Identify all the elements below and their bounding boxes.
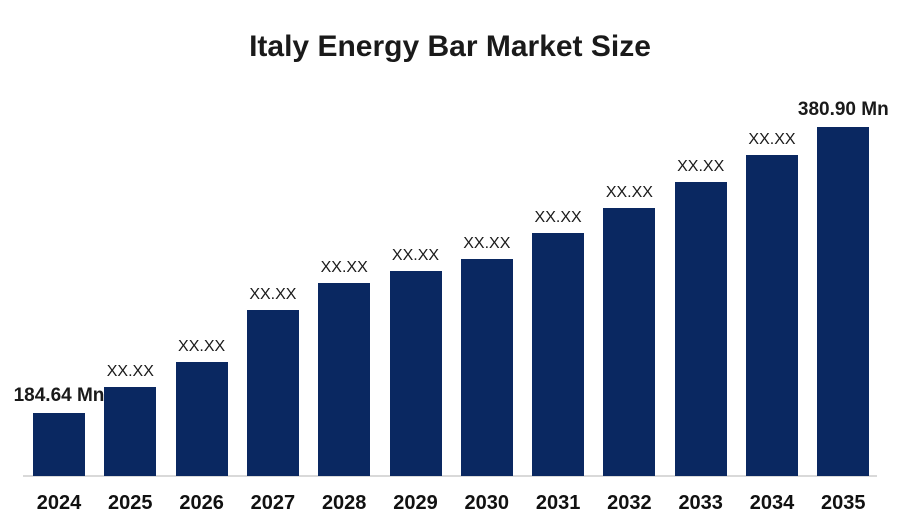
x-axis-label-2031: 2031 xyxy=(535,492,581,514)
x-axis-label-2024: 2024 xyxy=(36,492,82,514)
bar-group-2033: XX.XX xyxy=(674,158,727,476)
bar-value-label-2024: 184.64 Mn xyxy=(13,385,105,406)
bar-value-label-2033: XX.XX xyxy=(677,158,725,175)
x-axis-line xyxy=(23,475,877,477)
bar-group-2027: XX.XX xyxy=(246,286,299,476)
bar-2031 xyxy=(532,233,585,476)
bar-value-label-2034: XX.XX xyxy=(748,131,796,148)
bar-group-2031: XX.XX xyxy=(532,209,585,476)
bar-value-label-2035: 380.90 Mn xyxy=(797,99,889,120)
bar-group-2034: XX.XX xyxy=(746,131,798,476)
x-axis-label-2028: 2028 xyxy=(321,492,367,514)
bar-2025 xyxy=(104,387,157,476)
x-axis-label-2034: 2034 xyxy=(749,492,795,514)
bar-value-label-2026: XX.XX xyxy=(178,338,226,355)
x-axis-label-2033: 2033 xyxy=(678,492,723,514)
bar-2029 xyxy=(389,271,442,476)
bar-group-2029: XX.XX xyxy=(389,247,442,476)
bar-group-2030: XX.XX xyxy=(460,235,513,476)
bar-2035 xyxy=(817,127,870,476)
x-axis-label-2025: 2025 xyxy=(108,492,153,514)
bar-2027 xyxy=(246,310,299,476)
bar-2032 xyxy=(603,208,656,476)
bar-value-label-2031: XX.XX xyxy=(534,209,582,226)
x-axis-label-2035: 2035 xyxy=(821,492,866,514)
bar-group-2025: XX.XX xyxy=(104,363,157,476)
x-axis-label-2027: 2027 xyxy=(250,492,296,514)
bar-group-2028: XX.XX xyxy=(318,259,371,476)
bar-group-2026: XX.XX xyxy=(175,338,228,476)
bar-2033 xyxy=(674,182,727,476)
bar-2026 xyxy=(175,362,228,476)
x-axis-label-2032: 2032 xyxy=(607,492,652,514)
bar-2028 xyxy=(318,283,371,476)
x-axis-label-2029: 2029 xyxy=(393,492,438,514)
bar-group-2024: 184.64 Mn xyxy=(14,385,104,476)
x-axis-label-2030: 2030 xyxy=(464,492,510,514)
bar-2030 xyxy=(460,259,513,476)
bar-value-label-2028: XX.XX xyxy=(320,259,368,276)
bar-value-label-2025: XX.XX xyxy=(106,363,154,380)
bar-group-2035: 380.90 Mn xyxy=(798,99,889,476)
bar-2024 xyxy=(33,413,85,476)
bar-2034 xyxy=(746,155,798,476)
bar-value-label-2027: XX.XX xyxy=(249,286,297,303)
bar-value-label-2032: XX.XX xyxy=(605,184,653,201)
bar-value-label-2029: XX.XX xyxy=(391,247,440,264)
bar-value-label-2030: XX.XX xyxy=(463,235,511,252)
x-axis-label-2026: 2026 xyxy=(179,492,224,514)
bar-group-2032: XX.XX xyxy=(603,184,656,476)
chart-title: Italy Energy Bar Market Size xyxy=(249,30,651,63)
